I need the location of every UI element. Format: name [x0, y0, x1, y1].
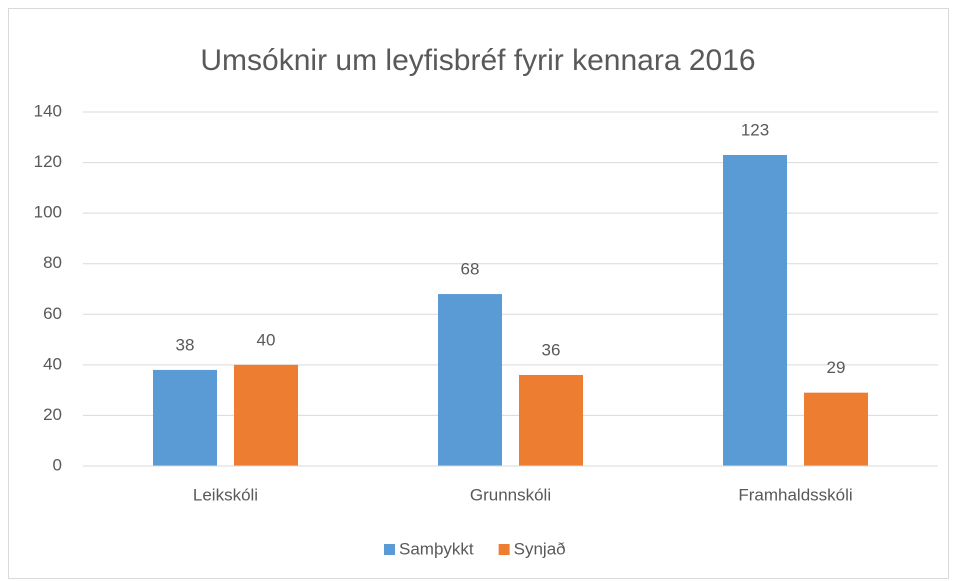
bar [519, 374, 583, 466]
y-tick-label: 80 [43, 253, 62, 272]
y-tick-label: 100 [34, 203, 62, 222]
chart-title: Umsóknir um leyfisbréf fyrir kennara 201… [200, 44, 755, 77]
x-tick-label: Framhaldsskóli [738, 485, 852, 504]
bar [723, 154, 787, 466]
bar [438, 294, 502, 466]
y-tick-label: 60 [43, 304, 62, 323]
bar [153, 369, 217, 466]
data-label: 40 [257, 330, 276, 349]
legend-label: Synjað [514, 539, 566, 558]
legend-swatch [384, 544, 395, 555]
legend-label: Samþykkt [399, 539, 474, 558]
y-tick-label: 20 [43, 405, 62, 424]
y-tick-label: 40 [43, 354, 62, 373]
data-label: 36 [542, 340, 561, 359]
y-tick-label: 140 [34, 101, 62, 120]
data-label: 68 [461, 260, 480, 279]
data-label: 38 [176, 335, 195, 354]
y-tick-label: 0 [53, 455, 62, 474]
data-label: 123 [741, 120, 769, 139]
legend-swatch [498, 544, 510, 555]
x-tick-label: Leikskóli [193, 485, 258, 504]
data-label: 29 [827, 358, 846, 377]
bar [234, 364, 298, 466]
bar [804, 392, 868, 466]
x-tick-label: Grunnskóli [470, 485, 551, 504]
y-tick-label: 120 [34, 152, 62, 171]
chart-border [8, 8, 949, 579]
